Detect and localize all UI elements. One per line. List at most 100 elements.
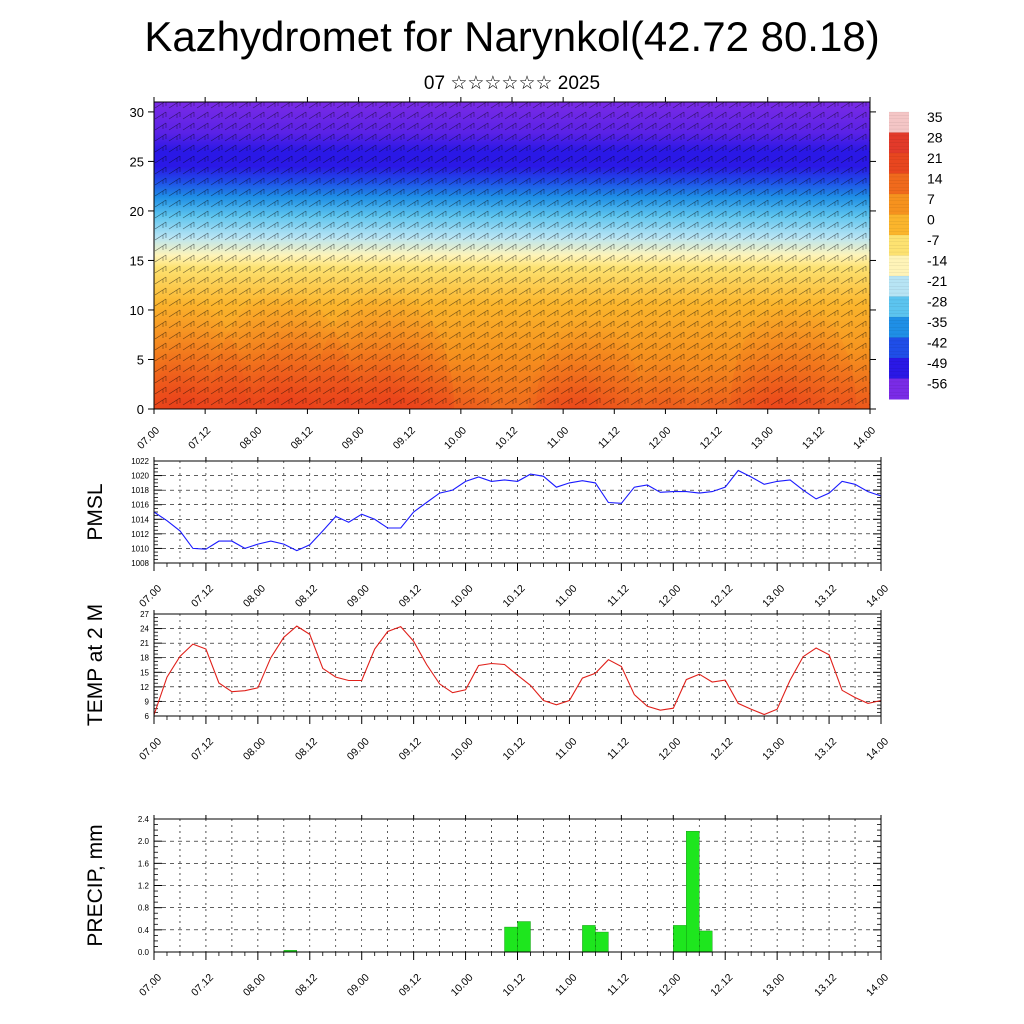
x-tick-label: 11.12 — [605, 972, 632, 999]
x-tick-label: 07.12 — [186, 425, 213, 452]
precip-bar — [673, 925, 687, 953]
x-tick-label: 10.00 — [449, 583, 476, 610]
x-tick-label: 09.12 — [397, 583, 424, 610]
x-tick-label: 12.12 — [698, 425, 725, 452]
y-tick-label: 1022 — [131, 457, 149, 466]
x-tick-label: 09.00 — [340, 425, 367, 452]
x-tick-label: 13.00 — [760, 972, 787, 999]
x-tick-label: 11.00 — [553, 972, 580, 999]
x-tick-label: 07.00 — [135, 425, 162, 452]
y-axis-title: PRECIP, mm — [84, 824, 107, 946]
precip-bar — [582, 925, 596, 953]
precip-bar — [686, 830, 700, 953]
y-tick-label: 10 — [130, 303, 144, 318]
colorbar-label: -28 — [927, 294, 947, 310]
x-tick-label: 08.12 — [293, 583, 320, 610]
y-tick-label: 1010 — [131, 544, 149, 553]
x-tick-label: 14.00 — [864, 583, 891, 610]
plot-area — [154, 614, 881, 716]
y-tick-label: 2.0 — [138, 837, 150, 846]
colorbar-label: -14 — [927, 253, 947, 269]
colorbar-label: 28 — [927, 130, 943, 146]
x-tick-label: 08.00 — [241, 972, 268, 999]
y-tick-label: 5 — [137, 352, 144, 367]
x-tick-label: 10.12 — [501, 736, 528, 763]
colorbar-swatch — [889, 235, 909, 256]
y-tick-label: 1008 — [131, 559, 149, 568]
colorbar-swatch — [889, 132, 909, 154]
colorbar-swatch — [889, 296, 909, 318]
y-tick-label: 18 — [140, 654, 149, 663]
y-axis-title: TEMP at 2 M — [84, 604, 107, 726]
x-tick-label: 07.12 — [189, 583, 216, 610]
x-tick-label: 10.12 — [501, 972, 528, 999]
y-tick-label: 1014 — [131, 515, 149, 524]
x-tick-label: 08.00 — [241, 583, 268, 610]
x-tick-label: 12.12 — [708, 583, 735, 610]
colorbar-swatch — [889, 378, 909, 400]
y-tick-label: 1018 — [131, 486, 149, 495]
heatmap-panel: 0 5 10 15 20 25 30 07.00 07.12 08.00 08.12 09.00 09… — [130, 97, 878, 452]
colorbar-label: -56 — [927, 376, 947, 392]
colorbar-swatch — [889, 337, 909, 359]
y-tick-label: 20 — [130, 204, 144, 219]
colorbar-swatch — [889, 214, 909, 236]
colorbar-swatch — [889, 276, 909, 297]
pmsl-panel: 1008 1010 1012 1014 1016 1018 1020 1022 07.00 07.… — [84, 457, 891, 610]
x-tick-label: 10.00 — [449, 972, 476, 999]
y-tick-label: 1020 — [131, 472, 149, 481]
colorbar-swatch — [889, 194, 909, 215]
x-tick-label: 14.00 — [851, 425, 878, 452]
colorbar-label: 14 — [927, 171, 943, 187]
x-tick-label: 07.12 — [189, 972, 216, 999]
x-tick-label: 12.12 — [708, 736, 735, 763]
plot-area — [154, 461, 881, 563]
y-tick-label: 25 — [130, 154, 144, 169]
y-tick-label: 30 — [130, 105, 144, 120]
x-tick-label: 10.12 — [493, 425, 520, 452]
x-tick-label: 09.12 — [397, 972, 424, 999]
x-tick-label: 08.00 — [237, 425, 264, 452]
y-tick-label: 0 — [137, 402, 144, 417]
colorbar-label: -7 — [927, 232, 940, 248]
x-tick-label: 12.12 — [708, 972, 735, 999]
wind-barbs — [154, 102, 870, 409]
x-tick-label: 07.00 — [137, 972, 164, 999]
x-tick-label: 09.00 — [345, 583, 372, 610]
colorbar-label: -35 — [927, 314, 947, 330]
y-tick-label: 15 — [130, 253, 144, 268]
x-tick-label: 08.12 — [293, 972, 320, 999]
precip-panel: 0.0 0.4 0.8 1.2 1.6 2.0 2.4 07.00 07.12 08.00 08.1… — [84, 815, 891, 999]
x-tick-label: 08.12 — [288, 425, 315, 452]
y-axis-title: PMSL — [84, 483, 107, 540]
plot-frame — [153, 613, 882, 717]
x-tick-label: 11.12 — [596, 425, 623, 452]
y-tick-label: 24 — [140, 625, 149, 634]
x-tick-label: 11.00 — [545, 425, 572, 452]
y-tick-label: 6 — [145, 712, 150, 721]
page-subtitle: 07 ☆☆☆☆☆☆ 2025 — [423, 73, 601, 94]
precip-bar — [699, 930, 713, 953]
x-tick-label: 10.12 — [501, 583, 528, 610]
x-tick-label: 10.00 — [442, 425, 469, 452]
colorbar-swatch — [889, 255, 909, 277]
x-tick-label: 10.00 — [449, 736, 476, 763]
colorbar-label: -49 — [927, 355, 947, 371]
x-tick-label: 13.00 — [749, 425, 776, 452]
x-tick-label: 14.00 — [864, 972, 891, 999]
x-tick-label: 12.00 — [656, 736, 683, 763]
plot-frame — [153, 460, 882, 564]
colorbar-swatch — [889, 112, 909, 133]
colorbar-label: -21 — [927, 273, 947, 289]
precip-bar — [595, 931, 609, 953]
y-tick-label: 1016 — [131, 501, 149, 510]
colorbar-swatch — [889, 358, 909, 379]
y-tick-label: 21 — [140, 639, 149, 648]
x-tick-label: 13.12 — [812, 972, 839, 999]
colorbar: 35 28 21 14 7 0 -7 -14 -21 -28 -35 -42 -49 -56 — [889, 109, 947, 400]
y-tick-label: 0.0 — [138, 948, 150, 957]
x-tick-label: 14.00 — [864, 736, 891, 763]
x-tick-label: 13.00 — [760, 736, 787, 763]
colorbar-label: 7 — [927, 191, 935, 207]
x-tick-label: 09.00 — [345, 972, 372, 999]
